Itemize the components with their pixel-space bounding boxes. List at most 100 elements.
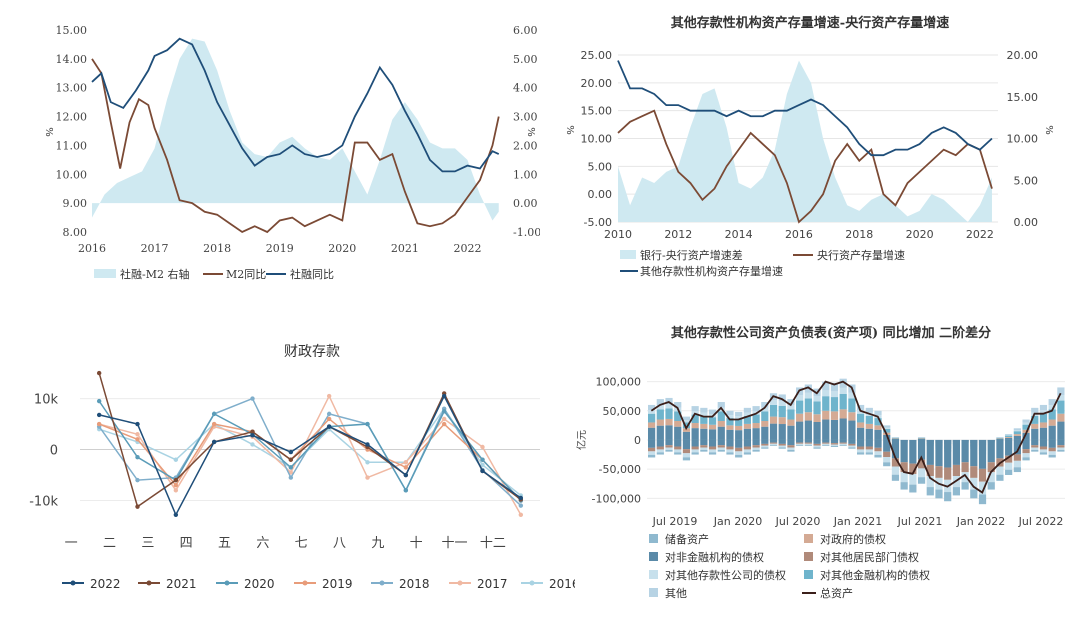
chart-2-panel: 其他存款性机构资产存量增速-央行资产存量增速 25.00 20.00 15.00 10.… [540,0,1080,300]
data-point-2020 [135,454,140,460]
bar-segment [682,453,691,458]
legend-swatch-dot [302,580,308,586]
y-left-tick-label: 5.00 [588,160,613,173]
bar-segment [944,492,952,502]
legend-swatch-dot [224,580,230,586]
bar-segment [857,452,865,455]
bar-segment [1057,400,1065,414]
bar-segment [717,445,725,448]
bar-segment [717,439,725,446]
bar-segment [1039,452,1048,455]
y-left-tick-label: 14.00 [56,53,88,66]
bar-segment [830,443,839,445]
bar-segment [883,439,891,452]
bar-segment [743,449,751,453]
bar-segment [1048,439,1056,448]
legend-swatch [649,534,658,543]
bar-segment [665,445,673,448]
line-central-bank-growth [617,109,993,224]
legend-swatch [804,534,813,543]
bar-segment [656,425,664,440]
data-point-2022 [365,442,370,447]
bar-segment [778,439,786,444]
bar-segment [813,401,821,415]
legend-label: 2020 [244,577,275,591]
bar-segment [787,399,795,406]
bar-segment [857,410,865,414]
bar-segment [1057,439,1065,446]
bar-segment [1048,419,1056,426]
bar-segment [839,444,847,446]
bar-segment [796,413,804,422]
legend-swatch-dot [70,580,76,586]
bar-segment [865,407,873,413]
bar-segment [1031,423,1039,429]
legend-label: M2同比 [226,268,266,281]
line-series-2022 [98,394,522,517]
x-tick-label: 二 [103,536,116,551]
bar-segment [778,424,786,440]
bar-segment [778,447,786,449]
y-tick-label: 50,000 [603,405,642,418]
bar-segment [1039,404,1048,411]
bar-segment [926,439,934,465]
bar-segment [848,412,856,421]
bar-segment [761,402,769,408]
bar-segment [1048,399,1056,406]
data-point-2020 [441,409,447,414]
y-right-tick-label: 2.00 [513,139,538,152]
bar-segment [883,457,891,463]
bar-segment [935,489,943,499]
legend-label: 对其他居民部门债权 [820,550,919,564]
x-tick-label: 2018 [845,228,873,241]
x-tick-label: Jan 2022 [956,515,1005,528]
data-point-2018 [250,396,255,401]
bar-segment [978,481,987,495]
legend-swatch-dot [379,580,385,586]
bar-segment [848,398,856,413]
bar-segment [726,410,734,416]
bar-segment [648,447,656,452]
bar-segment [778,445,786,448]
bar-segment [1057,395,1065,401]
bar-segment [665,425,673,440]
bar-segment [752,428,760,440]
bar-segment [752,414,760,424]
bar-segment [1005,455,1013,463]
bar-segment [935,466,943,478]
data-point-2017 [365,475,370,480]
bar-segment [909,474,917,485]
legend-swatch-dot [529,580,535,586]
bar-segment [735,451,743,455]
bar-segment [648,451,656,455]
bar-segment [813,421,821,440]
x-tick-label: 2016 [78,242,106,255]
bar-segment [944,439,952,468]
line-series-2021 [98,372,522,508]
y-right-tick-label: 10.00 [1007,133,1039,146]
legend-label: 银行-央行资产增速差 [640,248,743,262]
data-point-2022 [211,439,217,445]
bar-segment [656,409,664,420]
bar-segment [743,452,751,455]
data-point-2019 [326,416,332,422]
bar-segment [769,444,778,446]
x-tick-label: 八 [333,536,346,551]
bar-segment [1048,447,1056,452]
bar-segment [996,466,1004,475]
bar-segment [848,443,856,446]
legend-swatch [649,552,658,561]
bar-segment [961,482,969,490]
data-point-2016 [365,460,370,465]
bar-segment [970,439,978,467]
bar-segment [648,439,656,448]
bar-segment [665,449,673,452]
bar-segment [1013,434,1021,436]
bar-segment [761,445,769,448]
bar-segment [726,418,734,426]
bar-segment [830,382,839,392]
bar-segment [891,437,900,439]
bar-segment [917,438,926,440]
data-point-2020 [288,465,294,470]
bar-segment [978,439,987,469]
